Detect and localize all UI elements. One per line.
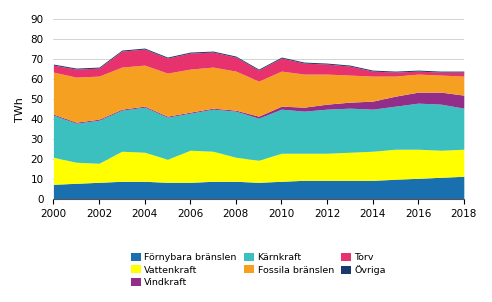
- Legend: Förnybara bränslen, Vattenkraft, Vindkraft, Kärnkraft, Fossila bränslen, Torv, Ö: Förnybara bränslen, Vattenkraft, Vindkra…: [127, 249, 390, 291]
- Y-axis label: TWh: TWh: [15, 97, 25, 122]
